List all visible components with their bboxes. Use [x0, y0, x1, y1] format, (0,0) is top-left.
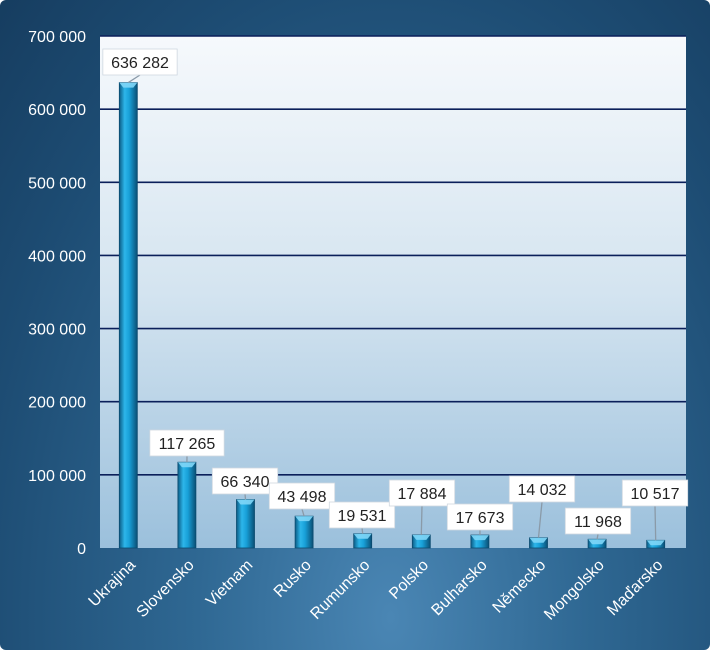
data-label: 10 517	[631, 486, 680, 503]
leader-line	[127, 74, 141, 84]
bar-top	[529, 537, 548, 543]
data-label-box	[388, 479, 456, 507]
data-label-box	[508, 475, 576, 503]
leader-line	[596, 533, 599, 540]
data-label: 17 673	[456, 510, 505, 527]
bar	[118, 82, 138, 549]
leader-lines	[127, 74, 657, 541]
leader-line	[420, 505, 423, 535]
bar-top	[353, 533, 372, 539]
bar-top	[470, 535, 489, 541]
data-label-box	[328, 501, 396, 529]
y-tick-label: 500 000	[28, 175, 86, 192]
leader-line	[654, 505, 657, 541]
bar-top	[646, 540, 665, 546]
data-label: 19 531	[338, 508, 387, 525]
data-label: 66 340	[221, 474, 270, 491]
y-axis-ticks: 0 100 000 200 000 300 000 400 000 500 000 600 …	[28, 29, 86, 558]
bar-top	[412, 534, 431, 540]
data-label: 43 498	[278, 489, 327, 506]
x-category-label: Polsko	[386, 557, 432, 603]
data-label-box	[211, 467, 279, 495]
x-category-label: Mongolsko	[541, 557, 608, 624]
bar-top	[236, 499, 255, 505]
data-label-box	[149, 429, 225, 457]
x-category-label: Německo	[490, 557, 550, 617]
leader-line	[361, 527, 364, 534]
data-label-box	[564, 507, 632, 535]
x-category-label: Rusko	[271, 557, 315, 601]
y-tick-label: 400 000	[28, 248, 86, 265]
data-label: 11 968	[574, 514, 622, 531]
data-label: 117 265	[159, 436, 216, 453]
x-category-label: Rumunsko	[307, 557, 373, 623]
bar-top	[588, 539, 607, 545]
data-label-box	[446, 503, 514, 531]
plot-area	[100, 36, 686, 548]
y-tick-label: 0	[77, 541, 86, 558]
gridlines	[100, 35, 686, 476]
leader-line	[537, 501, 543, 538]
data-label-box	[621, 479, 689, 507]
x-category-label: Maďarsko	[604, 557, 666, 619]
x-category-label: Bulharsko	[428, 557, 490, 619]
x-category-label: Ukrajina	[86, 557, 140, 611]
data-label: 636 282	[111, 55, 169, 72]
data-label: 14 032	[518, 482, 567, 499]
y-tick-label: 700 000	[28, 29, 86, 46]
bar	[177, 461, 197, 549]
y-tick-label: 100 000	[28, 468, 86, 485]
y-tick-label: 300 000	[28, 322, 86, 339]
bar-top	[295, 516, 314, 522]
data-labels: 636 282 117 265 66 340 43 498 19 531 17 884 17…	[102, 48, 689, 535]
bar	[236, 499, 255, 549]
x-category-label: Vietnam	[203, 557, 256, 610]
leader-line	[301, 508, 305, 517]
x-category-label: Slovensko	[134, 557, 198, 621]
y-tick-label: 600 000	[28, 102, 86, 119]
bar-top	[177, 462, 196, 468]
bar-top	[119, 82, 138, 88]
data-label-box	[102, 48, 178, 76]
data-label: 17 884	[398, 486, 447, 503]
data-label-box	[268, 482, 336, 510]
leader-line	[244, 493, 247, 500]
y-tick-label: 200 000	[28, 395, 86, 412]
bars	[118, 82, 666, 549]
